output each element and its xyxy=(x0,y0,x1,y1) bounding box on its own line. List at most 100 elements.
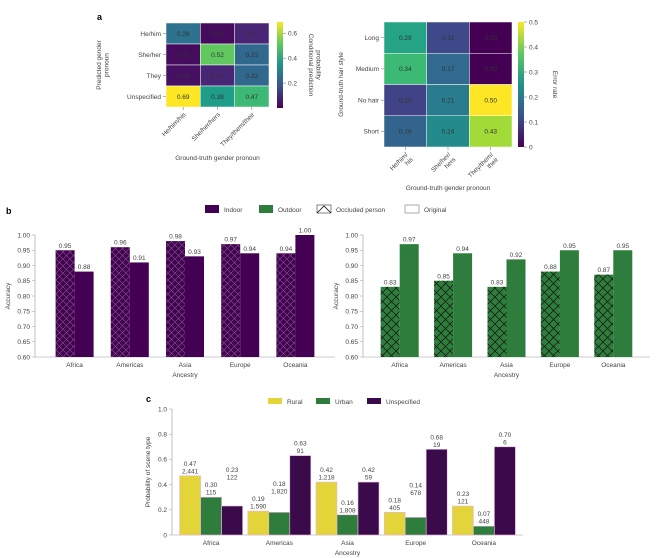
heatmap-cell-value: 0.23 xyxy=(246,73,259,80)
y-tick-label: 0.4 xyxy=(158,482,167,489)
heatmap-cell-value: 0.23 xyxy=(246,52,259,59)
bar-hatch-overlay xyxy=(221,244,241,357)
colorbar xyxy=(518,22,524,147)
bar-original xyxy=(613,250,633,357)
x-tick-label: Americas xyxy=(440,362,468,369)
bar-value-label: 0.42 xyxy=(320,467,333,474)
bar-value-label: 0.18 xyxy=(273,481,286,488)
x-tick-label: Oceania xyxy=(601,362,626,369)
legend-panel-c: Rural Urban Unspecified xyxy=(268,398,420,406)
x-tick-label: Africa xyxy=(203,540,220,547)
y-axis-label: Predicted genderpronoun xyxy=(96,39,111,89)
bar-count-label: 678 xyxy=(410,490,421,497)
bar-outline xyxy=(289,455,312,536)
x-tick-label: Oceania xyxy=(283,362,308,369)
bar-count-label: 448 xyxy=(478,519,489,526)
bar-urban xyxy=(473,526,495,535)
heatmap-cell xyxy=(426,21,470,54)
heatmap-cell-value: 0.47 xyxy=(246,94,259,101)
bar-value-label: 0.95 xyxy=(563,243,576,250)
legend-swatch-original xyxy=(404,204,420,214)
bar-value-label: 0.94 xyxy=(280,246,293,253)
bar-hatch-overlay xyxy=(487,286,507,357)
bar-count-label: 405 xyxy=(389,505,400,512)
y-tick-label: 0.80 xyxy=(17,293,30,300)
bar-count-label: 59 xyxy=(365,475,373,482)
y-tick-label: 1.00 xyxy=(17,232,30,239)
bar-value-label: 0.98 xyxy=(169,234,182,241)
x-tick-label: Americas xyxy=(116,362,144,369)
bar-original xyxy=(240,253,260,357)
bar-value-label: 0.97 xyxy=(403,237,416,244)
bar-count-label: 122 xyxy=(227,475,238,482)
bar-value-label: 0.83 xyxy=(384,279,397,286)
bar-outline xyxy=(357,481,380,536)
heatmap-cell-value: 0.00 xyxy=(484,66,497,73)
bar-hatch-overlay xyxy=(434,280,454,357)
bar-value-label: 0.70 xyxy=(499,432,512,439)
heatmap-cell-value: 0.07 xyxy=(246,31,259,38)
y-axis-label: Ground-truth hair style xyxy=(338,52,345,117)
x-tick-label: Asia xyxy=(341,540,354,547)
y-tick-label: 1.0 xyxy=(158,406,167,413)
legend-label-occluded: Occluded person xyxy=(336,207,386,214)
colorbar-label: Error rate xyxy=(551,71,558,99)
heatmap-cell xyxy=(469,21,513,54)
colorbar-tick-label: 0.2 xyxy=(288,80,297,87)
colorbar-label-line: probability xyxy=(315,50,322,80)
colorbar xyxy=(277,22,283,108)
y-tick-label: He/him xyxy=(140,31,161,38)
y-tick-label: 0.65 xyxy=(17,339,30,346)
bar-rural xyxy=(247,511,269,535)
bar-hatch-overlay xyxy=(166,241,185,357)
bar-value-label: 0.83 xyxy=(491,279,504,286)
y-tick-label: 1.00 xyxy=(345,232,358,239)
x-tick-label: She/her/hers xyxy=(430,151,458,179)
bar-value-label: 0.47 xyxy=(184,461,197,468)
legend-label-unspecified: Unspecified xyxy=(386,399,420,406)
bar-value-label: 0.96 xyxy=(114,240,127,247)
colorbar-tick-label: 0.1 xyxy=(529,119,538,126)
y-tick-label: 0.65 xyxy=(345,339,358,346)
x-axis-label: Ancestry xyxy=(172,372,198,379)
bar-outline xyxy=(221,505,243,536)
heatmap-cell xyxy=(426,115,470,148)
y-tick-label: 0.60 xyxy=(345,354,358,361)
bar-count-label: 1,820 xyxy=(271,489,288,496)
heatmap-cell xyxy=(426,53,470,85)
bar-count-label: 91 xyxy=(297,448,305,455)
legend-swatch-outdoor xyxy=(259,205,273,213)
bar-rural xyxy=(384,512,406,535)
x-tick-label: Europe xyxy=(405,540,426,547)
bar-urban xyxy=(200,497,222,535)
bar-original xyxy=(295,235,315,357)
heatmap-cell xyxy=(469,115,513,148)
colorbar-tick-label: 0.4 xyxy=(529,44,538,51)
heatmap-cell xyxy=(383,84,427,116)
bar-value-label: 1.00 xyxy=(299,228,312,235)
legend-swatch-occluded xyxy=(316,204,332,214)
colorbar-tick-label: 0 xyxy=(529,144,533,151)
bar-original xyxy=(506,259,526,357)
bar-count-label: 6 xyxy=(503,439,507,446)
x-tick-label: Europe xyxy=(549,362,570,369)
bar-chart-outdoor-accuracy: 0.60 0.65 0.70 0.75 0.80 0.85 0.90 0.95 1.00 Afri… xyxy=(333,232,650,379)
heatmap-cell-value: 0.03 xyxy=(177,73,190,80)
y-tick-label: 0.2 xyxy=(158,507,167,514)
bar-value-label: 0.87 xyxy=(597,267,610,274)
bar-unspecified xyxy=(494,446,516,535)
x-tick-label: Asia xyxy=(179,362,192,369)
y-tick-label: She/her xyxy=(138,52,162,59)
bar-value-label: 0.85 xyxy=(437,273,450,280)
heatmap-hairstyle-error: 0.29 0.11 0.000.34 0.17 0.000.10 0.21 0.500.16… xyxy=(338,19,558,192)
heatmap-cell-value: 0.24 xyxy=(442,129,455,136)
bar-original xyxy=(559,250,579,357)
bar-value-label: 0.07 xyxy=(478,511,491,518)
y-axis-label-line: pronoun xyxy=(104,53,111,77)
legend-swatch-rural xyxy=(268,398,282,404)
y-tick-label: Unspecified xyxy=(127,94,161,101)
legend-swatch-urban xyxy=(316,398,330,404)
heatmap-cell xyxy=(383,115,427,148)
bar-original xyxy=(185,256,204,357)
